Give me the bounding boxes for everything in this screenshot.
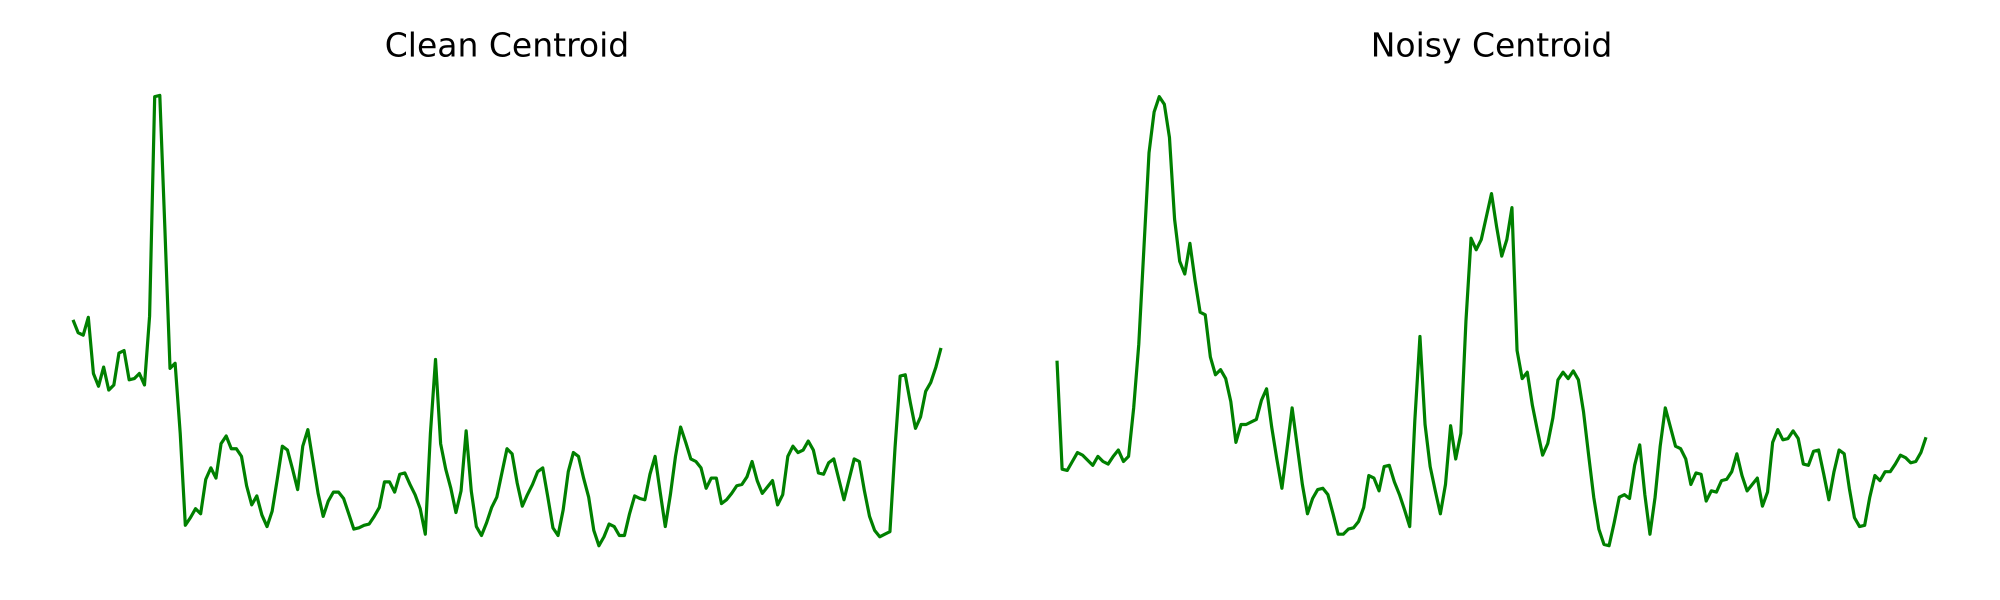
chart-title: Noisy Centroid — [1371, 26, 1613, 65]
line — [71, 93, 943, 548]
line — [1055, 95, 1928, 548]
chart-title: Clean Centroid — [385, 26, 630, 65]
